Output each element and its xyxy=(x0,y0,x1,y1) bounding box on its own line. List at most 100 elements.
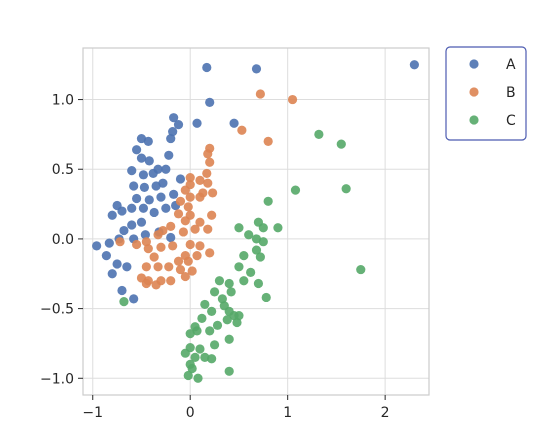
data-point xyxy=(132,239,142,250)
data-point xyxy=(287,94,298,105)
data-point xyxy=(195,217,205,227)
data-point xyxy=(119,225,129,236)
data-point xyxy=(261,292,271,303)
data-point xyxy=(192,326,202,336)
data-point xyxy=(314,129,324,140)
data-point xyxy=(255,89,265,99)
data-point xyxy=(149,207,159,218)
data-point xyxy=(356,264,366,275)
data-point xyxy=(192,118,202,128)
plot-frame xyxy=(82,47,430,396)
data-point xyxy=(203,224,213,234)
legend-label: B xyxy=(506,85,516,101)
data-point xyxy=(141,278,151,289)
data-point xyxy=(161,164,171,174)
y-tick-label: 0.5 xyxy=(52,162,74,178)
data-point xyxy=(156,242,166,252)
data-point xyxy=(185,173,195,183)
data-point xyxy=(237,125,247,135)
y-axis: −1.0 −0.5 0.0 0.5 1.0 xyxy=(40,93,83,387)
data-point xyxy=(273,223,283,233)
data-point xyxy=(232,317,242,328)
data-point xyxy=(92,241,102,251)
data-point xyxy=(205,248,215,258)
data-point xyxy=(141,237,151,247)
data-point xyxy=(143,136,153,146)
data-point xyxy=(203,178,213,188)
y-tick-label: 0.0 xyxy=(52,232,74,248)
data-point xyxy=(168,241,178,251)
data-point xyxy=(244,230,254,240)
data-point xyxy=(224,306,234,316)
legend-box xyxy=(445,46,527,141)
data-point xyxy=(119,297,129,307)
data-point xyxy=(141,262,151,272)
data-point xyxy=(203,149,213,159)
data-point xyxy=(409,60,419,70)
data-point xyxy=(229,118,239,128)
data-point xyxy=(258,237,268,247)
data-point xyxy=(290,185,301,195)
data-point xyxy=(112,200,122,211)
data-point xyxy=(122,262,132,272)
data-point xyxy=(149,252,159,262)
data-point xyxy=(153,262,163,272)
data-point xyxy=(190,224,200,234)
data-point xyxy=(195,344,205,354)
data-point xyxy=(195,175,205,185)
data-point xyxy=(164,150,174,160)
data-point xyxy=(192,251,202,261)
data-point xyxy=(173,256,184,266)
data-point xyxy=(143,244,153,254)
data-point xyxy=(205,97,215,107)
data-point xyxy=(195,241,205,251)
data-point xyxy=(173,209,184,219)
data-point xyxy=(205,157,215,167)
series-a xyxy=(92,60,419,304)
x-axis: −1 0 1 2 xyxy=(82,395,390,421)
data-point xyxy=(140,230,150,240)
data-point xyxy=(151,280,161,290)
y-tick-label: −0.5 xyxy=(40,302,74,318)
data-point xyxy=(101,251,111,261)
data-point xyxy=(234,310,244,321)
data-point xyxy=(175,196,186,206)
data-point xyxy=(164,262,174,272)
data-point xyxy=(193,373,203,383)
data-point xyxy=(127,203,137,213)
data-point xyxy=(234,262,244,272)
data-point xyxy=(129,181,139,191)
data-point xyxy=(251,64,262,74)
legend-label: C xyxy=(506,113,516,129)
data-point xyxy=(138,170,149,180)
x-tick-label: −1 xyxy=(82,405,103,421)
data-point xyxy=(187,266,197,276)
data-point xyxy=(166,276,176,286)
data-point xyxy=(255,252,265,262)
data-point xyxy=(224,278,234,289)
data-point xyxy=(239,276,249,286)
data-point xyxy=(127,220,137,230)
data-point xyxy=(224,334,234,344)
data-point xyxy=(180,271,190,282)
data-point xyxy=(166,133,176,144)
data-point xyxy=(205,326,215,336)
legend-label: A xyxy=(506,57,516,73)
legend-marker xyxy=(469,59,479,69)
data-point xyxy=(169,113,179,123)
data-point xyxy=(246,267,256,277)
data-point xyxy=(183,370,193,381)
data-point xyxy=(187,363,197,374)
data-point xyxy=(239,251,249,261)
data-point xyxy=(183,256,193,266)
data-point xyxy=(107,269,117,279)
data-point xyxy=(112,259,122,269)
data-point xyxy=(197,313,207,323)
data-point xyxy=(178,227,188,237)
data-point xyxy=(175,264,186,275)
y-tick-label: 1.0 xyxy=(52,93,74,109)
data-point xyxy=(129,294,139,304)
x-tick-label: 2 xyxy=(381,405,390,421)
data-point xyxy=(224,366,234,376)
legend-marker xyxy=(469,87,479,97)
